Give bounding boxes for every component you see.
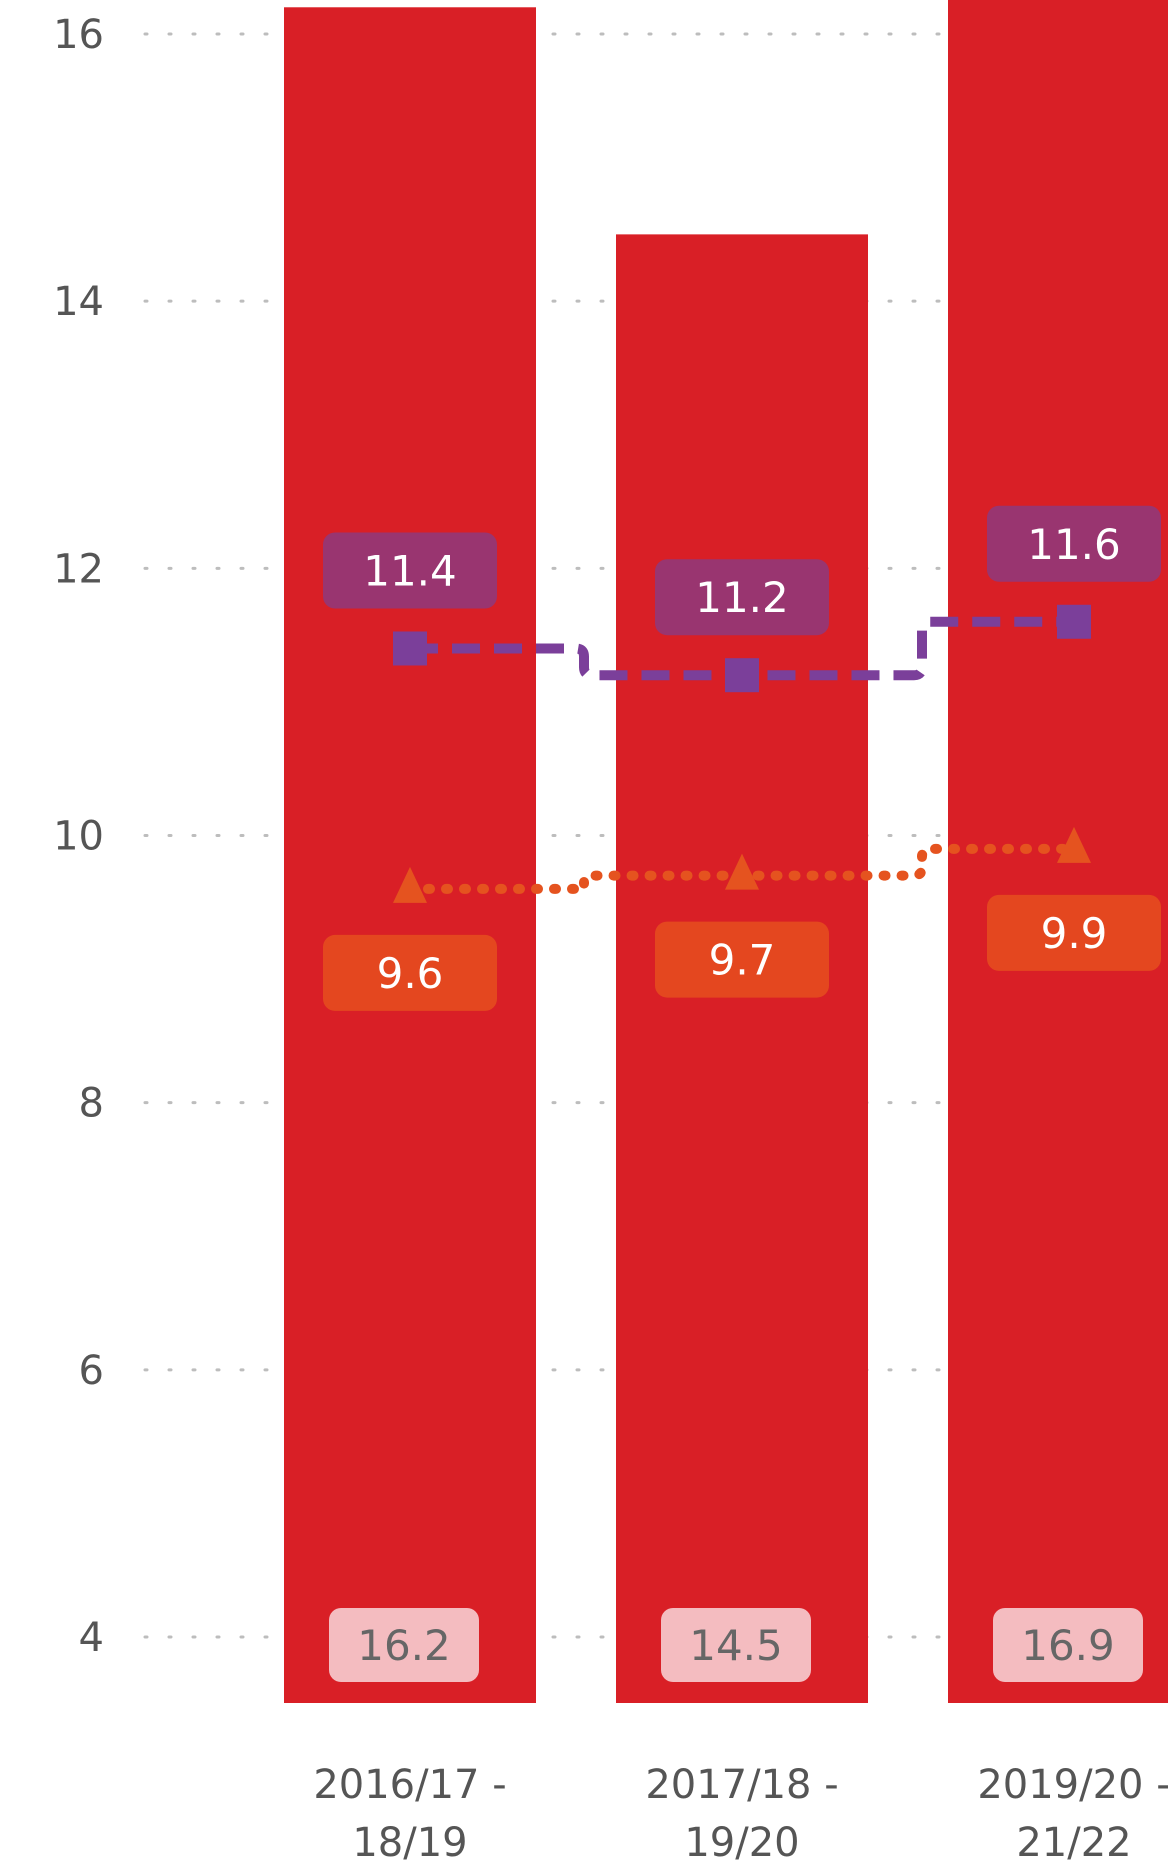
line-value-label-text: 9.7 (709, 936, 776, 985)
y-tick-label: 6 (79, 1348, 104, 1394)
y-tick-label: 4 (79, 1615, 104, 1661)
line-series (393, 604, 1091, 903)
x-axis: 2016/17 - 18/19 2017/18 - 19/20 2019/20 - 21/… (313, 1762, 1168, 1866)
y-tick-label: 14 (53, 279, 104, 325)
y-tick-label: 8 (79, 1081, 104, 1127)
line-value-label: 11.2 (655, 559, 829, 636)
square-marker (1057, 604, 1091, 639)
bar-1 (284, 7, 536, 1704)
line-value-label-box (323, 532, 497, 609)
triangle-marker (1057, 826, 1091, 863)
bar-value-label-text: 16.2 (357, 1621, 451, 1670)
line-value-label: 9.6 (323, 934, 497, 1011)
bar-value-label-text: 16.9 (1021, 1621, 1115, 1670)
bar-series (284, 0, 1168, 1704)
bar-value-label-box (329, 1608, 479, 1682)
bar-value-label-box (993, 1608, 1143, 1682)
bar-value-label-text: 14.5 (689, 1621, 783, 1670)
line-value-label: 9.9 (987, 894, 1161, 971)
line-value-label-box (987, 505, 1161, 582)
data-labels: 16.2 14.5 16.9 11.4 11.2 11.6 9.6 9.7 9.9 (323, 505, 1161, 1682)
y-tick-label: 12 (53, 546, 104, 592)
line-value-label-box (323, 934, 497, 1011)
square-marker (393, 631, 427, 666)
line-value-label-box (987, 894, 1161, 971)
line-value-label-box (655, 559, 829, 636)
triangle-marker (725, 853, 759, 890)
line-value-label: 9.7 (655, 921, 829, 998)
line-value-label-text: 9.6 (377, 949, 444, 998)
line-value-label: 11.6 (987, 505, 1161, 582)
bar-value-label: 16.9 (993, 1608, 1143, 1682)
x-tick-label: 2017/18 - (645, 1762, 838, 1808)
line-value-label-text: 9.9 (1041, 909, 1108, 958)
line-value-label-text: 11.6 (1027, 520, 1121, 569)
bar-value-label: 16.2 (329, 1608, 479, 1682)
line-value-label-text: 11.4 (363, 546, 457, 595)
x-tick-label: 2016/17 - (313, 1762, 506, 1808)
line-value-label-text: 11.2 (695, 573, 789, 622)
x-tick-label: 2019/20 - (977, 1762, 1168, 1808)
y-axis: 4 6 8 10 12 14 16 (53, 12, 104, 1661)
bar-value-label: 14.5 (661, 1608, 811, 1682)
line-value-label: 11.4 (323, 532, 497, 609)
x-tick-label: 18/19 (352, 1820, 467, 1866)
bar-value-label-box (661, 1608, 811, 1682)
x-tick-label: 19/20 (684, 1820, 799, 1866)
line-value-label-box (655, 921, 829, 998)
y-tick-label: 16 (53, 12, 104, 58)
x-tick-label: 21/22 (1016, 1820, 1131, 1866)
y-tick-label: 10 (53, 814, 104, 860)
square-marker (725, 658, 759, 693)
triangle-marker (393, 866, 427, 903)
